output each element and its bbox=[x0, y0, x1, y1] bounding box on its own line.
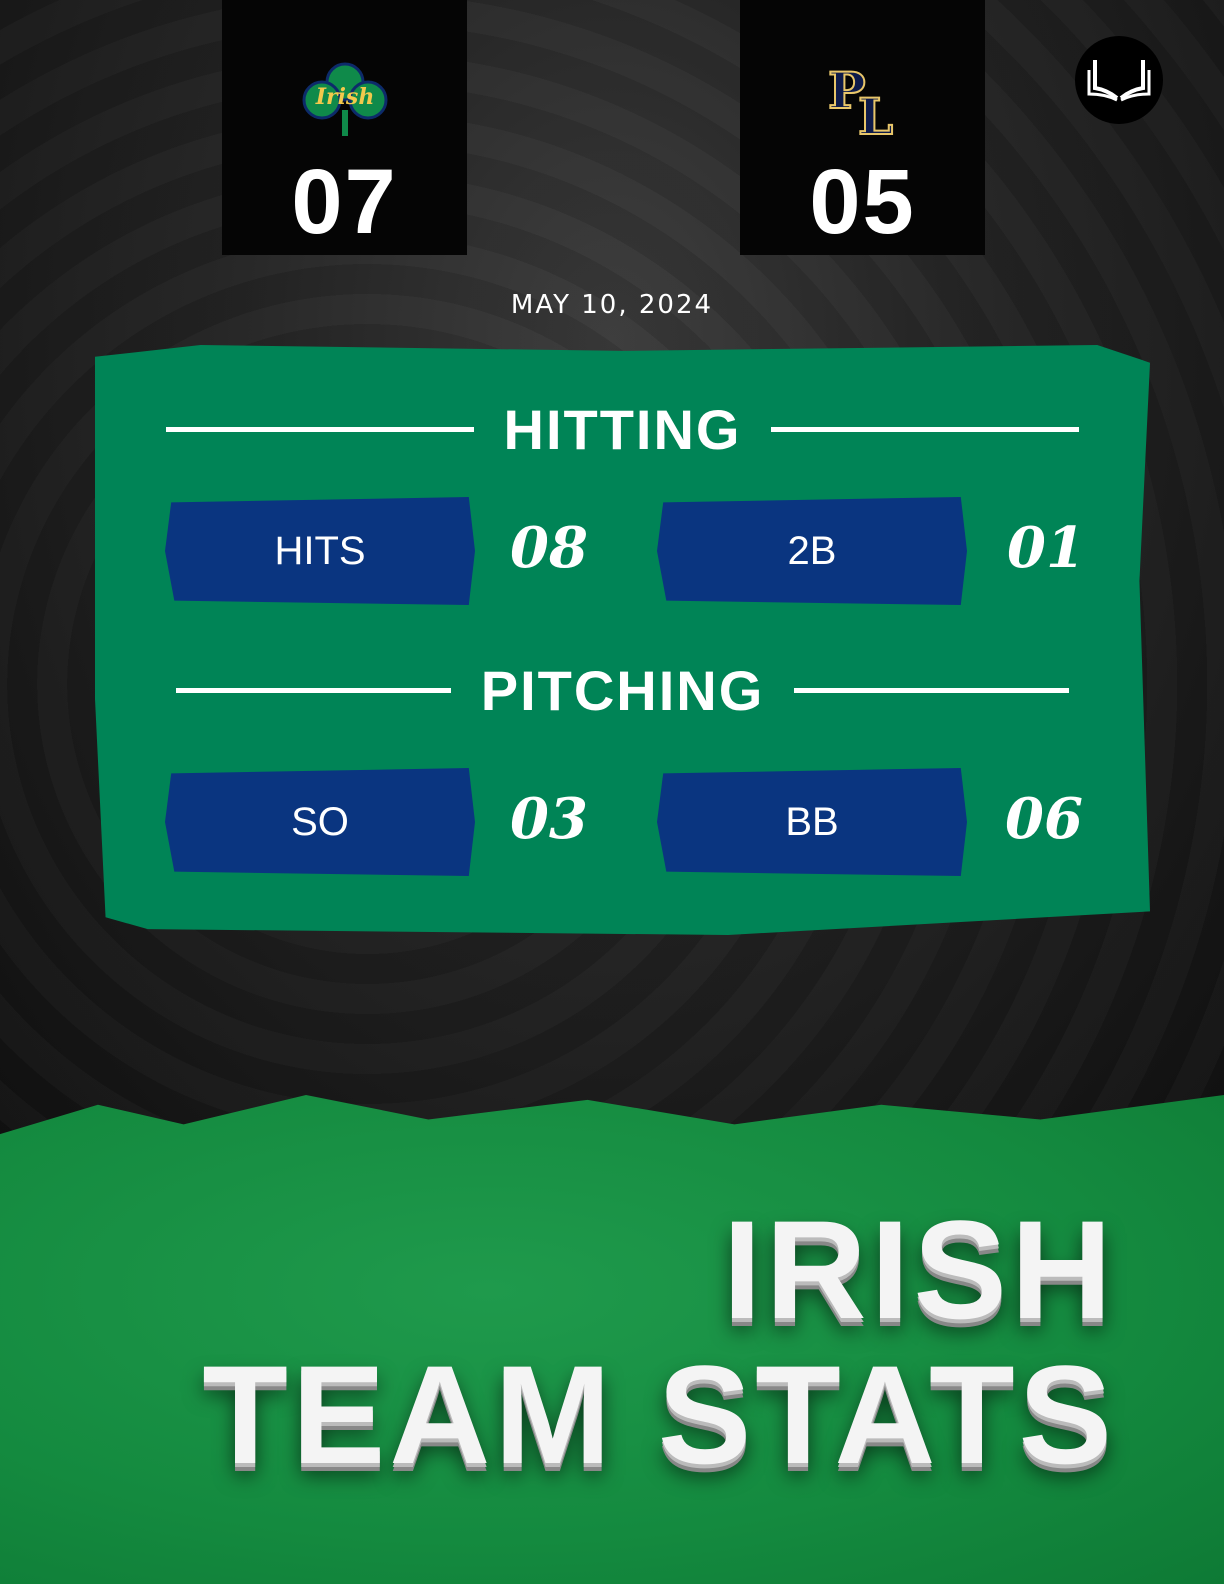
stat-label-so: SO bbox=[165, 768, 475, 876]
divider bbox=[771, 427, 1080, 432]
pitching-header: PITCHING bbox=[95, 658, 1150, 723]
game-date: MAY 10, 2024 bbox=[510, 290, 714, 320]
away-score: 05 bbox=[809, 151, 916, 253]
stat-label-2b: 2B bbox=[657, 497, 967, 605]
svg-text:P: P bbox=[828, 61, 866, 120]
stat-value-so: 03 bbox=[510, 786, 588, 852]
svg-text:Irish: Irish bbox=[314, 84, 374, 110]
divider bbox=[794, 688, 1070, 693]
turf-background bbox=[0, 1095, 1224, 1584]
pl-logo: P L bbox=[827, 60, 894, 140]
svg-text:L: L bbox=[858, 87, 893, 140]
headline-line-1: IRISH bbox=[722, 1191, 1116, 1348]
open-book-icon bbox=[1087, 60, 1151, 102]
stat-label-hits: HITS bbox=[165, 497, 475, 605]
home-score-box: Irish 07 bbox=[222, 0, 467, 255]
hitting-title: HITTING bbox=[503, 398, 742, 461]
hitting-header: HITTING bbox=[95, 397, 1150, 462]
stat-value-hits: 08 bbox=[510, 515, 588, 581]
stat-value-bb: 06 bbox=[1005, 786, 1083, 852]
stat-value-2b: 01 bbox=[1007, 515, 1085, 581]
divider bbox=[175, 688, 451, 693]
stats-panel: HITTING HITS 08 2B 01 PITCHING SO 03 BB … bbox=[95, 345, 1150, 935]
away-score-box: P L 05 bbox=[740, 0, 985, 255]
divider bbox=[165, 427, 474, 432]
brand-badge bbox=[1075, 36, 1163, 124]
pitching-title: PITCHING bbox=[480, 659, 765, 722]
irish-shamrock-logo: Irish bbox=[302, 62, 387, 136]
home-score: 07 bbox=[291, 151, 398, 253]
headline-line-2: TEAM STATS bbox=[202, 1336, 1116, 1493]
stat-label-bb: BB bbox=[657, 768, 967, 876]
